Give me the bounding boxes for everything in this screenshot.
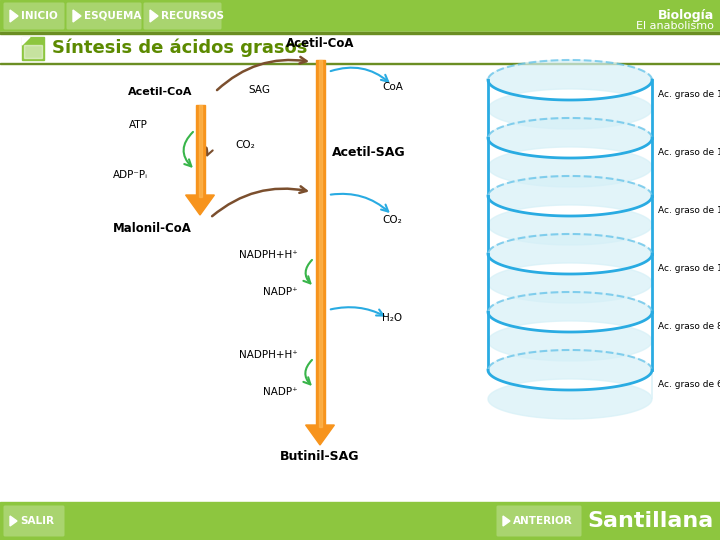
Bar: [0, 32, 720, 33]
Text: Ac. graso de 16 C: Ac. graso de 16 C: [658, 90, 720, 99]
FancyBboxPatch shape: [497, 505, 582, 537]
Text: CoA: CoA: [382, 82, 403, 92]
Bar: [196, 105, 204, 197]
Polygon shape: [73, 10, 81, 22]
Polygon shape: [488, 234, 652, 303]
Polygon shape: [503, 516, 510, 526]
Polygon shape: [186, 195, 215, 215]
Text: INICIO: INICIO: [21, 11, 58, 21]
Polygon shape: [488, 292, 652, 361]
Text: NADP⁺: NADP⁺: [264, 387, 298, 397]
Text: ADP⁻Pᵢ: ADP⁻Pᵢ: [113, 170, 148, 180]
FancyBboxPatch shape: [4, 505, 65, 537]
Text: Acetil-CoA: Acetil-CoA: [127, 87, 192, 97]
Bar: [0, 63, 720, 64]
Bar: [24, 45, 42, 58]
Text: RECURSOS: RECURSOS: [161, 11, 224, 21]
Text: ANTERIOR: ANTERIOR: [513, 516, 572, 526]
Text: Ac. graso de 6 C: Ac. graso de 6 C: [658, 380, 720, 389]
Text: Acetil-SAG: Acetil-SAG: [332, 145, 405, 159]
Bar: [318, 60, 322, 427]
Bar: [0, 32, 720, 64]
Polygon shape: [13, 443, 20, 453]
Text: ATP: ATP: [129, 120, 148, 130]
Polygon shape: [22, 37, 30, 45]
Text: NADPH+H⁺: NADPH+H⁺: [239, 350, 298, 360]
Polygon shape: [488, 350, 652, 419]
Text: Síntesis de ácidos grasos: Síntesis de ácidos grasos: [52, 39, 307, 57]
Bar: [0, 0, 720, 32]
FancyBboxPatch shape: [143, 3, 222, 30]
Polygon shape: [488, 60, 652, 129]
Text: Ac. graso de 10 C: Ac. graso de 10 C: [658, 264, 720, 273]
Text: Acetil-CoA: Acetil-CoA: [286, 37, 354, 50]
Polygon shape: [305, 425, 334, 445]
Text: SALIR: SALIR: [20, 516, 54, 526]
Text: Malonil-CoA: Malonil-CoA: [113, 222, 192, 235]
Text: VOLVER: VOLVER: [23, 443, 68, 453]
Text: NADP⁺: NADP⁺: [264, 287, 298, 297]
Bar: [199, 105, 202, 197]
Bar: [315, 60, 325, 427]
Polygon shape: [10, 516, 17, 526]
FancyBboxPatch shape: [4, 3, 65, 30]
Polygon shape: [488, 176, 652, 245]
Bar: [0, 502, 720, 540]
Polygon shape: [150, 10, 158, 22]
Text: H₂O: H₂O: [382, 313, 402, 323]
Text: CO₂: CO₂: [235, 140, 255, 150]
FancyBboxPatch shape: [66, 3, 142, 30]
FancyBboxPatch shape: [6, 435, 78, 462]
Text: NADPH+H⁺: NADPH+H⁺: [239, 250, 298, 260]
Text: Biología: Biología: [658, 9, 714, 22]
Text: Butinil-SAG: Butinil-SAG: [280, 450, 360, 463]
Text: ESQUEMA: ESQUEMA: [84, 11, 141, 21]
Text: SAG: SAG: [248, 85, 270, 95]
Text: Ac. graso de 8 C: Ac. graso de 8 C: [658, 322, 720, 331]
Text: El anabolismo: El anabolismo: [636, 21, 714, 31]
Text: CO₂: CO₂: [382, 215, 402, 225]
Text: Santillana: Santillana: [588, 511, 714, 531]
Polygon shape: [10, 10, 18, 22]
Text: Ac. graso de 12 C: Ac. graso de 12 C: [658, 206, 720, 215]
Polygon shape: [488, 118, 652, 187]
Bar: [22, 37, 44, 60]
Text: Ac. graso de 14 C: Ac. graso de 14 C: [658, 148, 720, 157]
